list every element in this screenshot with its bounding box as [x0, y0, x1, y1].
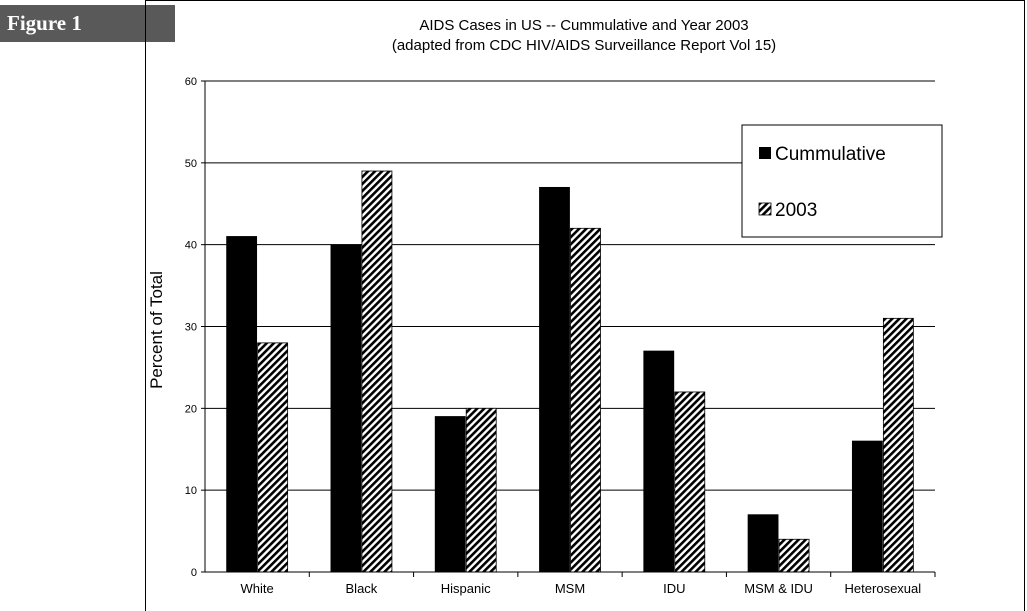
bar-2003-msm-idu: [778, 538, 810, 573]
legend-swatch-2003: [758, 202, 772, 216]
chart-title: AIDS Cases in US -- Cummulative and Year…: [419, 17, 748, 34]
x-tick-label: Hispanic: [441, 581, 491, 596]
bar-cummulative-heterosexual: [851, 440, 883, 573]
bar-cummulative-hispanic: [434, 416, 466, 573]
x-tick-label: IDU: [663, 581, 685, 596]
y-tick-label: 30: [185, 322, 197, 334]
y-axis-label: Percent of Total: [147, 271, 166, 389]
chart-subtitle: (adapted from CDC HIV/AIDS Surveillance …: [392, 37, 776, 54]
bar-cummulative-white: [226, 236, 258, 573]
y-tick-label: 60: [185, 76, 197, 88]
x-tick-label: Black: [346, 581, 378, 596]
bar-cummulative-msm-idu: [747, 514, 779, 573]
x-tick-label: White: [241, 581, 274, 596]
x-tick-label: MSM: [555, 581, 585, 596]
y-tick-label: 20: [185, 403, 197, 415]
legend-box: [741, 124, 943, 238]
bar-2003-msm: [570, 227, 601, 573]
legend-swatch-cummulative: [759, 147, 771, 159]
y-tick-label: 50: [185, 158, 197, 170]
bar-2003-hispanic: [465, 407, 497, 573]
bar-cummulative-idu: [643, 350, 675, 573]
legend-label-cummulative: Cummulative: [775, 144, 886, 165]
legend-label-2003: 2003: [775, 200, 817, 221]
bar-cummulative-black: [330, 244, 362, 573]
bar-2003-heterosexual: [882, 317, 914, 573]
bar-2003-idu: [674, 391, 706, 573]
bar-2003-white: [257, 342, 289, 573]
chart-frame: [145, 0, 1025, 611]
y-tick-label: 40: [185, 240, 197, 252]
y-tick-label: 0: [191, 567, 197, 579]
x-tick-label: Heterosexual: [845, 581, 922, 596]
bar-2003-black: [361, 170, 393, 573]
x-tick-label: MSM & IDU: [744, 581, 813, 596]
bar-cummulative-msm: [539, 186, 570, 573]
y-tick-label: 10: [185, 485, 197, 497]
